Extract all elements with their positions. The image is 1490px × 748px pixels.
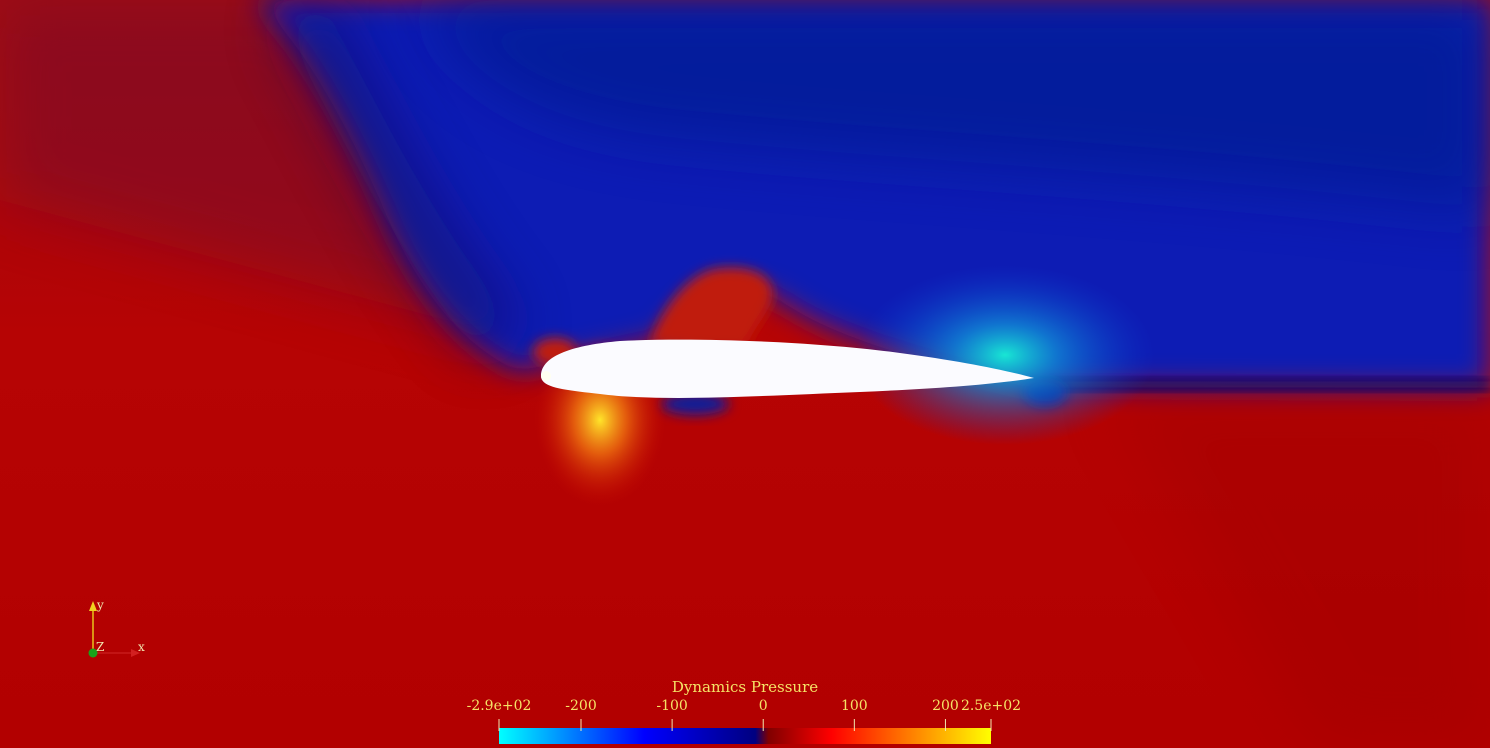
x-axis-label: x [138, 640, 145, 654]
orientation-axes [88, 601, 140, 658]
upper-left-gradient [0, 0, 520, 340]
leading-edge-highlight [541, 371, 551, 381]
low-pressure-core [420, 0, 1490, 210]
colorbar-ticks [498, 719, 992, 731]
wake-line [1030, 380, 1490, 389]
colorbar-tick-label: -200 [565, 698, 597, 714]
colorbar-tick-label: -100 [656, 698, 688, 714]
colorbar [498, 719, 992, 744]
colorbar-tick-label: 0 [758, 698, 768, 714]
z-axis-dot [88, 648, 98, 658]
colorbar-tick-label: 100 [840, 698, 868, 714]
colorbar-title: Dynamics Pressure [671, 678, 819, 696]
recirculation-bulge [650, 267, 773, 345]
airfoil [541, 339, 1034, 398]
y-axis-arrow [89, 601, 97, 611]
x-axis-arrow [131, 649, 140, 657]
suction-peak-glow [855, 265, 1155, 445]
low-pressure-dark-fringe [278, 0, 519, 357]
z-axis-label: Z [96, 640, 105, 654]
colorbar-gradient [499, 728, 991, 744]
colorbar-tick-label: -2.9e+02 [466, 698, 532, 714]
y-axis-label: y [97, 598, 104, 612]
colorbar-tick-label: 2.5e+02 [960, 698, 1022, 714]
lower-right-gradient [1110, 390, 1490, 748]
lower-surface-pocket [661, 393, 729, 415]
colorbar-tick-label: 200 [932, 698, 959, 714]
